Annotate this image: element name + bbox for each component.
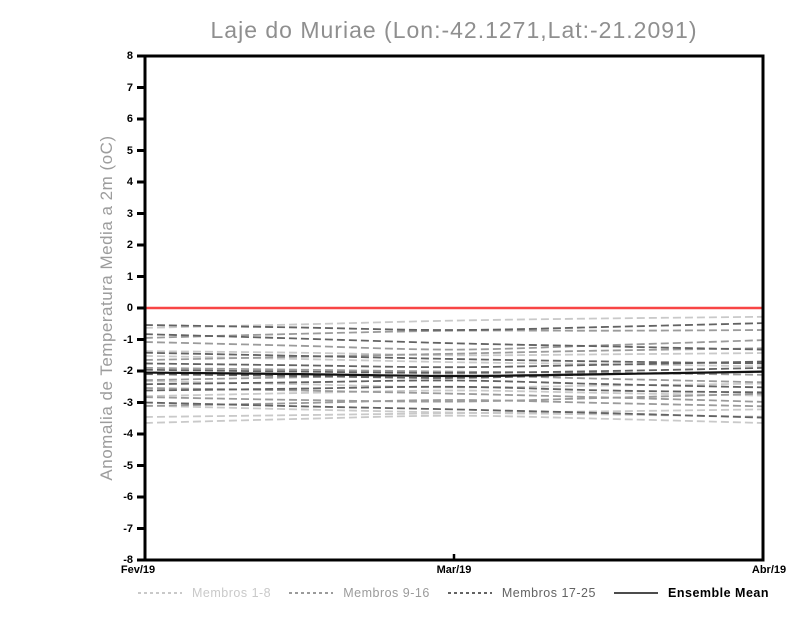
ensemble-member-line (144, 351, 764, 365)
ensemble-member-line (144, 401, 764, 419)
y-tick-label: 7 (126, 81, 133, 94)
y-tick-label: 2 (126, 239, 133, 251)
legend-item: Membros 17-25 (447, 586, 596, 600)
y-tick-label: -3 (123, 396, 133, 409)
ensemble-member-line (144, 350, 764, 357)
y-tick-label: -1 (123, 333, 133, 346)
legend: Membros 1-8 Membros 9-16 Membros 17-25 Ense… (137, 584, 769, 602)
ensemble-member-line (144, 408, 764, 418)
y-tick-label: 8 (126, 50, 133, 62)
legend-label: Ensemble Mean (668, 586, 769, 600)
legend-item: Ensemble Mean (613, 586, 769, 600)
y-tick-label: -2 (123, 365, 133, 377)
ensemble-member-line (144, 399, 764, 408)
ensemble-member-line (144, 389, 764, 398)
x-tick-label: Fev/19 (120, 564, 156, 576)
x-tick-label: Abr/19 (751, 564, 787, 576)
y-tick-label: -6 (123, 491, 133, 503)
x-tick-label: Mar/19 (436, 564, 472, 576)
ensemble-member-line (144, 379, 764, 389)
ensemble-member-line (144, 322, 764, 331)
ensemble-member-line (144, 367, 764, 374)
ensemble-member-line (144, 354, 764, 368)
y-tick-label: -8 (123, 554, 133, 566)
ensemble-member-line (144, 414, 764, 424)
y-tick-label: 6 (126, 113, 133, 125)
ensemble-member-line (144, 385, 764, 394)
dashed-line-sample-icon (138, 592, 182, 594)
dashed-line-sample-icon (289, 592, 334, 594)
ensemble-member-line (144, 374, 764, 384)
y-tick-label: 1 (126, 270, 133, 283)
ensemble-member-line (144, 347, 764, 361)
dashed-line-sample-icon (447, 592, 492, 594)
y-tick-label: -4 (123, 428, 133, 440)
ensemble-member-line (144, 380, 764, 389)
ensemble-member-line (144, 360, 764, 369)
solid-line-sample-icon (614, 592, 659, 594)
ensemble-member-line (144, 404, 764, 418)
y-tick-label: 5 (126, 144, 133, 157)
legend-item: Membros 9-16 (288, 586, 430, 600)
y-tick-label: -7 (123, 522, 133, 535)
y-tick-label: 4 (126, 176, 133, 188)
y-tick-label: 0 (126, 302, 133, 314)
ensemble-member-line (144, 392, 764, 403)
legend-label: Membros 9-16 (343, 586, 430, 600)
ensemble-mean-line (144, 370, 764, 378)
ensemble-member-line (144, 315, 764, 329)
ensemble-member-line (144, 333, 764, 351)
chart-title: Laje do Muriae (Lon:-42.1271,Lat:-21.209… (210, 17, 698, 43)
y-tick-label: 3 (126, 207, 133, 220)
legend-label: Membros 1-8 (192, 586, 272, 600)
ensemble-member-line (144, 387, 764, 403)
legend-item: Membros 1-8 (137, 586, 271, 600)
ensemble-member-line (144, 339, 764, 351)
y-tick-label: -5 (123, 459, 133, 472)
legend-label: Membros 17-25 (501, 586, 596, 600)
ensemble-member-line (144, 329, 764, 339)
